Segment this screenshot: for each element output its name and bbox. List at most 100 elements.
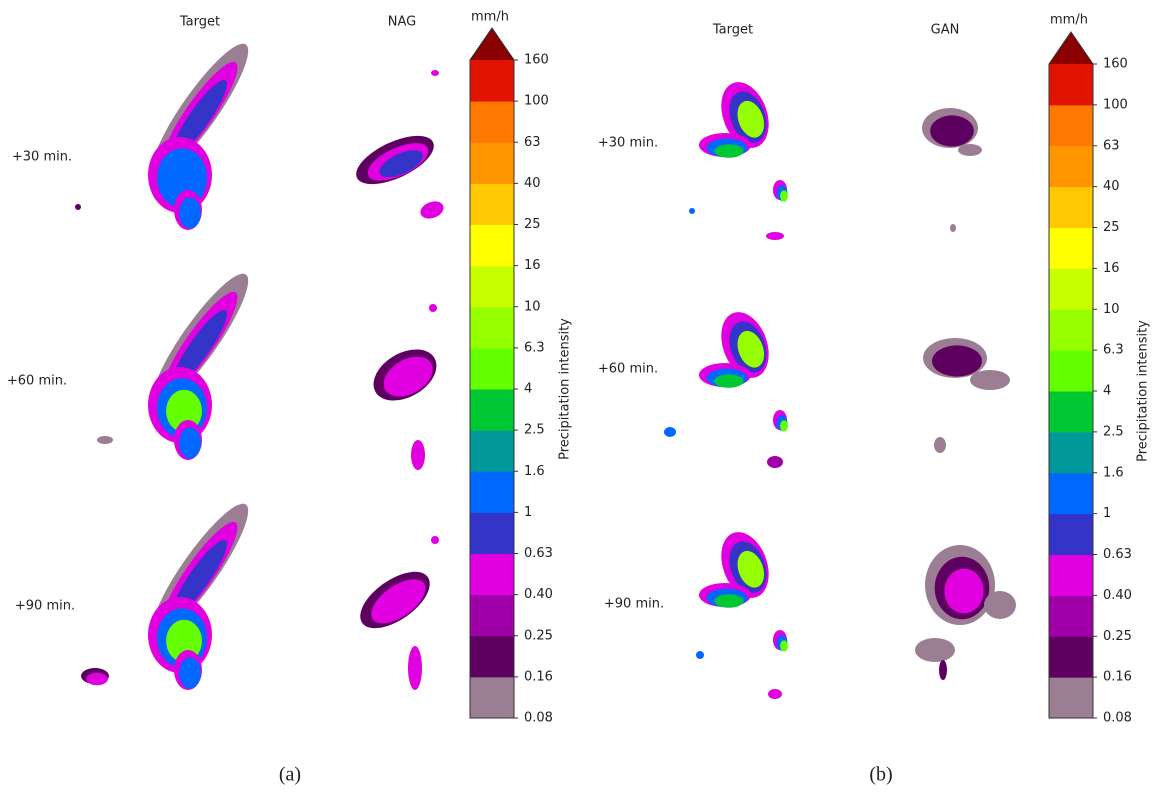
colorbar-extend	[470, 28, 514, 60]
figure: (a) (b) TargetNAG+30 min.+60 min.+90 min…	[0, 0, 1156, 798]
precip-field	[349, 126, 440, 194]
precip-area	[179, 657, 201, 688]
precip-field	[984, 591, 1016, 619]
precip-area	[970, 370, 1010, 390]
colorbar-segment	[1049, 350, 1093, 391]
row-label: +90 min.	[15, 599, 75, 614]
colorbar-segment	[470, 595, 514, 637]
colorbar-tick-label: 0.25	[1103, 629, 1132, 644]
colorbar-segment	[470, 554, 514, 596]
colorbar-tick-label: 16	[524, 258, 541, 273]
colorbar-tick-label: 1.6	[524, 464, 545, 479]
precip-area	[915, 638, 955, 662]
precip-field	[767, 456, 783, 468]
caption: (b)	[869, 764, 892, 786]
precip-field	[664, 427, 676, 437]
colorbar-tick-label: 6.3	[524, 340, 545, 355]
colorbar-tick-label: 0.16	[524, 669, 553, 684]
precip-field	[915, 638, 955, 662]
colorbar-segment	[1049, 309, 1093, 350]
precip-area	[767, 456, 783, 468]
colorbar-segment	[470, 225, 514, 267]
colorbar-tick-label: 100	[524, 94, 549, 109]
colorbar-segment	[470, 142, 514, 184]
precip-area	[418, 198, 446, 221]
precip-field	[939, 660, 947, 680]
precip-field	[689, 208, 695, 214]
precip-field	[408, 646, 422, 690]
colorbar-tick-label: 16	[1103, 261, 1120, 276]
colorbar-segment	[470, 430, 514, 472]
precip-field	[174, 420, 202, 460]
precip-area	[664, 427, 676, 437]
precip-area	[86, 673, 108, 685]
precip-field	[418, 198, 446, 221]
colorbar-tick-label: 1.6	[1103, 465, 1124, 480]
precip-area	[768, 689, 782, 699]
colorbar-tick-label: 0.40	[524, 587, 553, 602]
precip-area	[780, 190, 788, 201]
colorbar-segment	[1049, 268, 1093, 309]
caption: (a)	[279, 764, 301, 786]
colorbar-tick-label: 10	[524, 299, 541, 314]
precip-area	[179, 197, 201, 228]
colorbar-segment	[1049, 595, 1093, 636]
precip-area	[950, 224, 956, 232]
precip-field	[773, 410, 788, 432]
colorbar-label: Precipitation intensity	[1136, 320, 1151, 462]
colorbar-segment	[1049, 64, 1093, 105]
row-label: +60 min.	[7, 374, 67, 389]
colorbar-segment	[470, 307, 514, 349]
colorbar-label: Precipitation intensity	[558, 318, 573, 460]
row-label: +60 min.	[598, 362, 658, 377]
precip-area	[984, 591, 1016, 619]
colorbar-tick-label: 2.5	[1103, 424, 1124, 439]
colorbar-segment	[1049, 228, 1093, 269]
precip-field	[699, 363, 751, 388]
precip-field	[970, 370, 1010, 390]
colorbar-segment	[1049, 555, 1093, 596]
precip-area	[431, 536, 439, 544]
precip-area	[939, 660, 947, 680]
colorbar-segment	[470, 471, 514, 513]
precip-field	[923, 338, 987, 378]
colorbar-tick-label: 0.08	[524, 711, 553, 726]
colorbar-tick-label: 0.16	[1103, 670, 1132, 685]
colorbar-tick-label: 25	[524, 217, 541, 232]
precip-field	[773, 180, 788, 202]
colorbar-tick-label: 1	[524, 505, 532, 520]
precip-field	[925, 545, 995, 625]
precip-area	[714, 374, 743, 387]
precip-area	[411, 440, 425, 470]
colorbar-segment	[1049, 146, 1093, 187]
colorbar-segment	[470, 101, 514, 143]
colorbar-tick-label: 100	[1103, 97, 1128, 112]
precip-field	[699, 583, 751, 608]
precip-area	[689, 208, 695, 214]
precip-field	[958, 144, 982, 156]
column-title: Target	[712, 23, 753, 38]
colorbar-tick-label: 0.25	[524, 628, 553, 643]
precip-field	[766, 232, 784, 240]
colorbar-unit: mm/h	[471, 10, 509, 25]
colorbar-tick-label: 4	[524, 382, 532, 397]
precip-area	[408, 646, 422, 690]
colorbar-tick-label: 4	[1103, 384, 1111, 399]
precip-area	[930, 115, 974, 146]
colorbar-tick-label: 0.63	[524, 546, 553, 561]
colorbar-segment	[1049, 432, 1093, 473]
colorbar-segment	[470, 389, 514, 431]
precip-field	[773, 630, 788, 652]
colorbar-tick-label: 160	[1103, 57, 1128, 72]
precip-area	[696, 651, 704, 659]
precip-area	[714, 144, 743, 157]
colorbar-segment	[1049, 677, 1093, 718]
row-label: +90 min.	[604, 597, 664, 612]
colorbar-tick-label: 6.3	[1103, 343, 1124, 358]
colorbar-tick-label: 1	[1103, 506, 1111, 521]
precip-area	[780, 640, 788, 651]
colorbar-tick-label: 2.5	[524, 423, 545, 438]
row-label: +30 min.	[12, 150, 72, 165]
precip-area	[766, 232, 784, 240]
colorbar-segment	[1049, 105, 1093, 146]
